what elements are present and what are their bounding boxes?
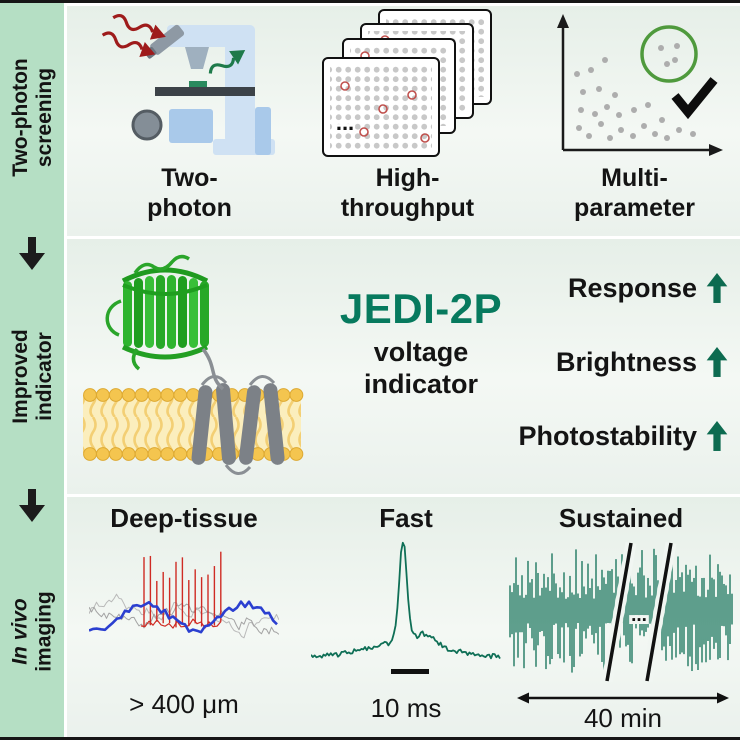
checkmark-icon [671,77,718,120]
duration-arrow-icon [517,692,729,704]
break-ellipsis: ... [631,605,647,626]
indicator-row: JEDI-2P voltage indicator Response Brigh… [67,239,740,494]
sidebar-label-indicator-line2: indicator [32,332,55,422]
caption-depth: > 400 μm [129,689,239,719]
subtitle-line: indicator [363,368,478,399]
scalebar [391,669,429,674]
panel-label-multi-parameter: Multi- parameter [537,164,732,223]
two-photon-microscope-icon [101,13,275,155]
panel-title-deep-tissue: Deep-tissue [110,503,258,533]
panel-label-line: Multi- [601,164,668,192]
excitation-arrows-icon [101,13,166,58]
panel-title-sustained: Sustained [558,503,684,533]
sidebar-label-imaging-line1: In vivo [8,598,32,666]
beta-barrel [105,254,225,391]
panel-label-line: High- [375,164,440,192]
sidebar-section-imaging: In vivo imaging [0,527,64,737]
deep-tissue-trace-chart [89,551,279,639]
panel-label-line: parameter [574,193,695,222]
scatter-points [574,43,696,141]
well-plates-icon: ... [322,9,492,157]
sidebar: Two-photon screening Improved indicator … [0,3,64,737]
fast-trace-chart [311,541,501,674]
imaging-row: Deep-tissue Fast Sustained ... > 400 μm … [67,497,740,737]
down-arrow-icon [19,237,45,270]
sidebar-label-imaging-line2: imaging [32,591,56,673]
screening-row: ... Two- [67,6,740,236]
up-arrow-icon [706,421,728,451]
sidebar-section-screening: Two-photon screening [0,3,64,233]
indicator-title: JEDI-2P [339,285,503,332]
sustained-trace-chart: ... [509,542,733,682]
caption-duration: 40 min [583,703,663,733]
plate [322,57,440,157]
subtitle-line: voltage [373,337,469,367]
transmembrane-helices [191,383,285,465]
metric-brightness: Brightness [556,347,728,378]
sidebar-label-screening-line2: screening [32,68,55,168]
up-arrow-icon [706,347,728,377]
panel-label-line: throughput [340,193,475,222]
sidebar-label-screening-line1: Two-photon [8,58,32,178]
multiparameter-scatter-icon [557,14,723,156]
plates-ellipsis: ... [336,110,354,135]
panel-title-fast: Fast [379,503,433,533]
sidebar-section-indicator: Improved indicator [0,271,64,483]
metric-label: Photostability [518,421,697,451]
sidebar-label-indicator-line1: Improved [8,329,32,425]
metric-photostability: Photostability [518,421,728,452]
protein-structure-illustration [83,254,304,475]
panel-label-line: Two- [161,164,218,192]
down-arrow-icon [19,489,45,522]
panel-label-two-photon: Two- photon [97,164,282,223]
emission-arrow-icon [208,49,246,74]
microscope-body [131,24,275,155]
scatter-axes [561,24,715,152]
time-break: ... [601,542,677,682]
metric-response: Response [568,273,728,304]
indicator-subtitle: voltage indicator [307,337,535,401]
metric-label: Response [567,273,697,303]
panel-label-line: photon [147,193,232,222]
selection-circle-icon [640,25,698,83]
panel-label-high-throughput: High- throughput [315,164,500,223]
caption-timescale: 10 ms [370,693,442,723]
metric-label: Brightness [555,347,697,377]
up-arrow-icon [706,273,728,303]
